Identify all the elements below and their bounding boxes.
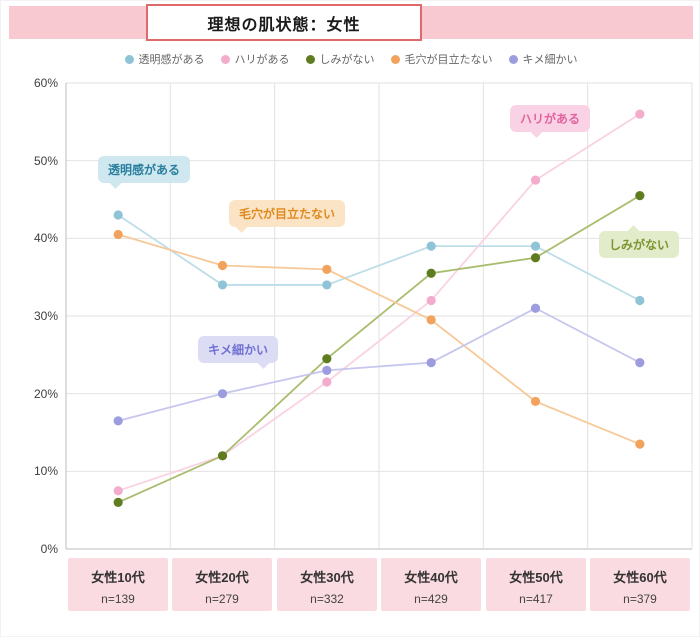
category-sample-size: n=139 (101, 592, 135, 606)
category-label: 女性20代 (195, 570, 249, 585)
category-sample-size: n=429 (414, 592, 448, 606)
legend-item-texture: キメ細かい (508, 51, 578, 67)
annotation-no-spots: しみがない (599, 225, 680, 258)
y-axis-tick-label: 50% (33, 154, 58, 168)
category-sample-size: n=417 (519, 592, 553, 606)
category-label: 女性30代 (300, 570, 354, 585)
category-sample-size: n=279 (205, 592, 239, 606)
annotation-text: しみがない (609, 238, 670, 252)
category-sample-size: n=379 (623, 592, 657, 606)
category-box: 女性20代 n=279 (172, 558, 272, 611)
annotation-firmness: ハリがある (510, 105, 591, 138)
annotation-texture: キメ細かい (198, 336, 279, 369)
category-box: 女性50代 n=417 (486, 558, 586, 611)
chart-title: 理想の肌状態：女性 (207, 16, 361, 34)
y-axis-tick-label: 40% (33, 231, 58, 245)
category-label: 女性50代 (509, 570, 563, 585)
category-label: 女性40代 (404, 570, 458, 585)
chart-title-box: 理想の肌状態：女性 (146, 4, 422, 41)
legend-label-pores: 毛穴が目立たない (404, 54, 493, 66)
annotation-text: ハリがある (520, 112, 581, 126)
legend-label-firmness: ハリがある (234, 54, 290, 66)
annotation-text: キメ細かい (208, 343, 269, 357)
legend-item-transparency: 透明感がある (124, 51, 205, 67)
y-axis-tick-label: 30% (33, 309, 58, 323)
category-label: 女性10代 (91, 570, 145, 585)
category-box: 女性40代 n=429 (381, 558, 481, 611)
annotation-pores: 毛穴が目立たない (229, 200, 346, 233)
line-chart-plot (65, 82, 693, 550)
y-axis-tick-label: 0% (40, 542, 58, 556)
legend-marker-firmness-icon (220, 54, 230, 64)
y-axis-tick-label: 10% (33, 464, 58, 478)
legend-item-firmness: ハリがある (220, 51, 290, 67)
y-axis-tick-label: 20% (33, 387, 58, 401)
plot-area (65, 82, 693, 550)
category-sample-size: n=332 (310, 592, 344, 606)
annotation-text: 透明感がある (108, 163, 181, 177)
legend-marker-no-spots-icon (305, 54, 315, 64)
annotation-text: 毛穴が目立たない (239, 207, 336, 221)
annotation-transparency: 透明感がある (98, 156, 191, 189)
category-box: 女性10代 n=139 (68, 558, 168, 611)
category-box: 女性30代 n=332 (277, 558, 377, 611)
legend-label-transparency: 透明感がある (138, 54, 205, 66)
legend-item-no-spots: しみがない (305, 51, 375, 67)
category-box: 女性60代 n=379 (590, 558, 690, 611)
legend-marker-pores-icon (390, 54, 400, 64)
legend-item-pores: 毛穴が目立たない (390, 51, 493, 67)
y-axis-tick-label: 60% (33, 76, 58, 90)
legend-marker-texture-icon (508, 54, 518, 64)
legend-label-texture: キメ細かい (522, 54, 578, 66)
legend-label-no-spots: しみがない (319, 54, 375, 66)
category-label: 女性60代 (613, 570, 667, 585)
legend: 透明感がある ハリがある しみがない 毛穴が目立たない キメ細かい (1, 49, 699, 69)
legend-marker-transparency-icon (124, 54, 134, 64)
